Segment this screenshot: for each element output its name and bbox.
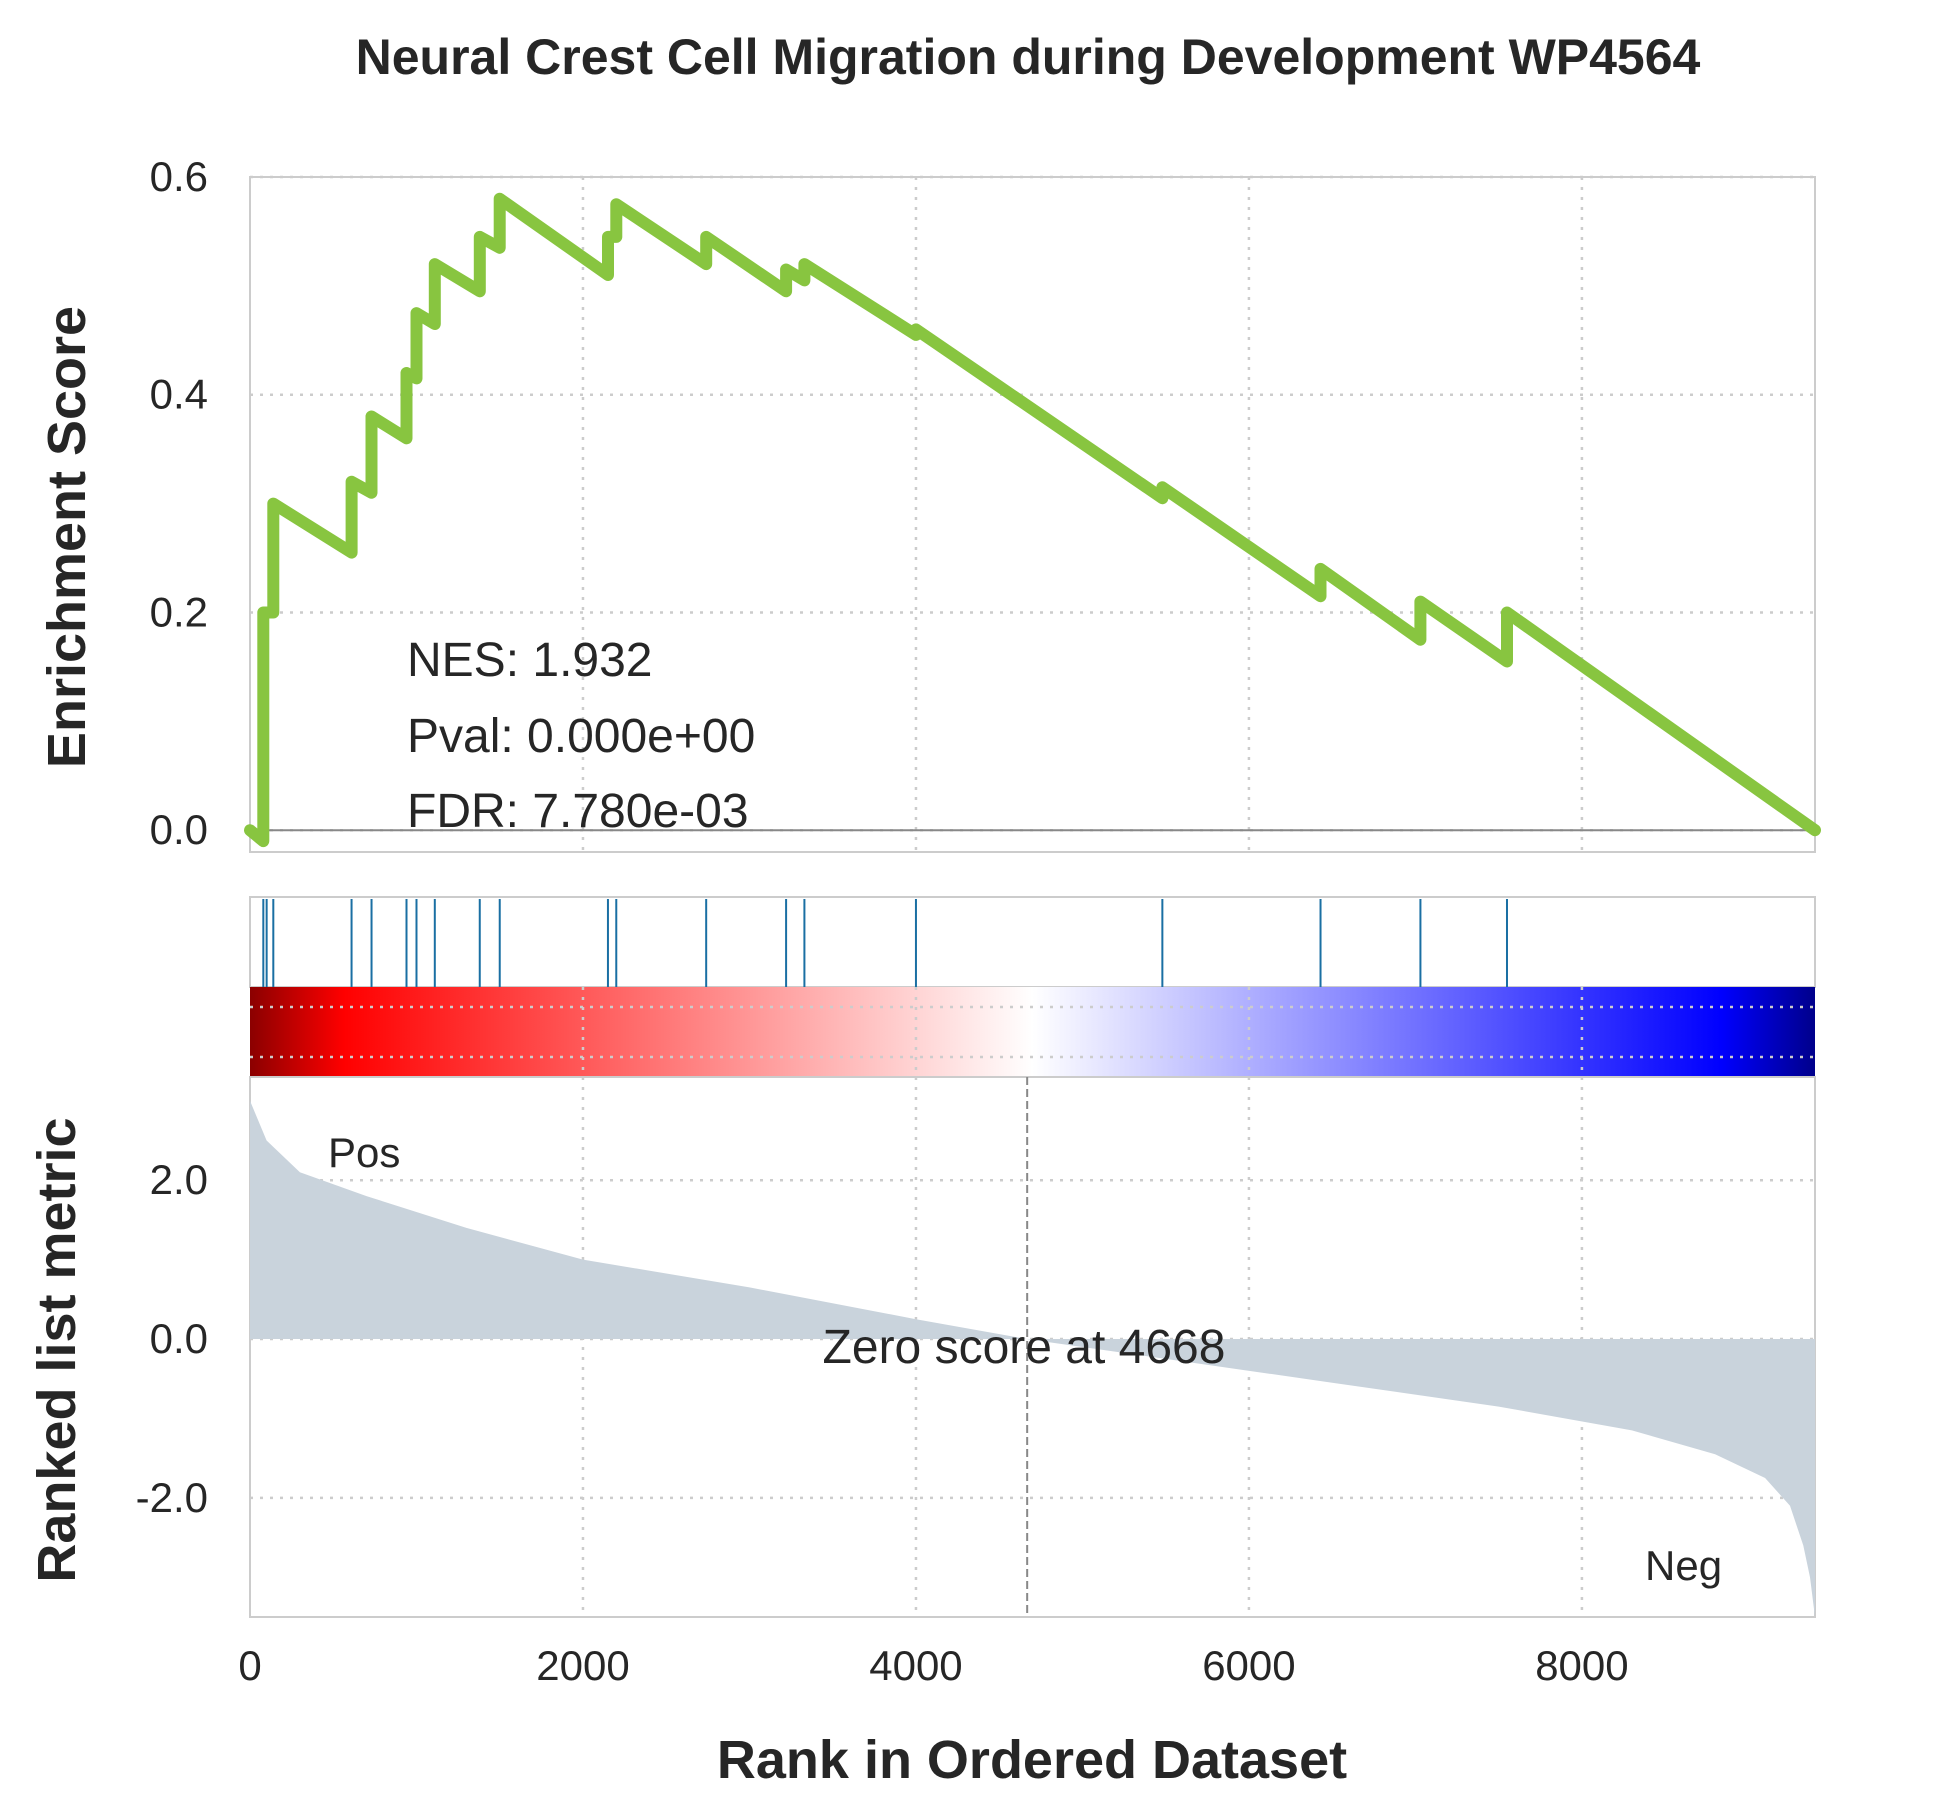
ranked-metric-area (250, 1100, 1815, 1617)
metric-y-axis-label: Ranked list metric (27, 1117, 87, 1582)
pval-text: Pval: 0.000e+00 (407, 710, 755, 763)
zero-score-label: Zero score at 4668 (823, 1321, 1226, 1374)
es-y-tick-label: 0.6 (150, 153, 208, 200)
x-ticks: 0 2000 4000 6000 8000 (238, 1642, 1628, 1689)
pos-label: Pos (328, 1129, 400, 1176)
neg-label: Neg (1645, 1542, 1722, 1589)
metric-y-tick-label: 2.0 (150, 1156, 208, 1203)
colorbar-grid (250, 987, 1815, 1077)
x-tick-label: 6000 (1202, 1642, 1295, 1689)
x-tick-label: 0 (238, 1642, 261, 1689)
es-y-tick-label: 0.4 (150, 371, 208, 418)
es-y-tick-label: 0.2 (150, 588, 208, 635)
metric-y-tick-label: -2.0 (136, 1474, 208, 1521)
nes-text: NES: 1.932 (407, 634, 652, 687)
es-y-tick-label: 0.0 (150, 806, 208, 853)
x-tick-label: 8000 (1535, 1642, 1628, 1689)
x-tick-label: 4000 (869, 1642, 962, 1689)
gene-hit-marks (262, 899, 1508, 987)
x-axis-label: Rank in Ordered Dataset (717, 1730, 1347, 1790)
es-y-axis-label: Enrichment Score (37, 306, 97, 768)
enrichment-score-line (244, 192, 1821, 848)
fdr-text: FDR: 7.780e-03 (407, 785, 749, 838)
es-y-ticks: 0.0 0.2 0.4 0.6 (150, 153, 208, 853)
metric-y-tick-label: 0.0 (150, 1315, 208, 1362)
metric-y-ticks: -2.0 0.0 2.0 (136, 1156, 208, 1521)
hits-panel-frame (249, 896, 1816, 988)
x-tick-label: 2000 (536, 1642, 629, 1689)
rank-colorbar (250, 987, 1815, 1077)
chart-title: Neural Crest Cell Migration during Devel… (356, 29, 1701, 85)
